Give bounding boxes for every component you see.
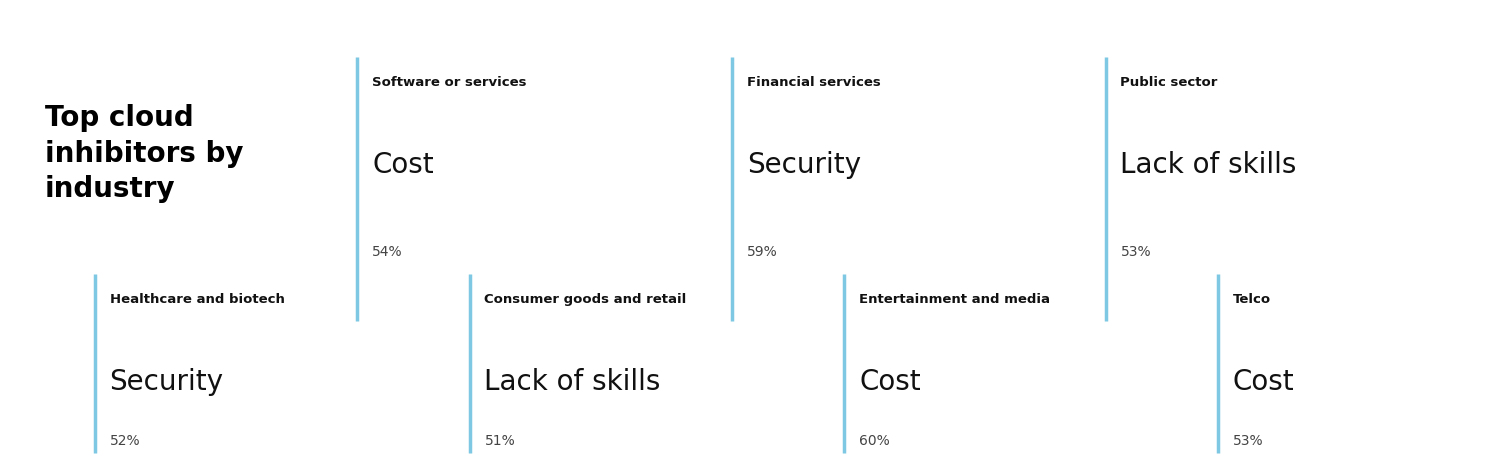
Text: Telco: Telco: [1233, 293, 1270, 306]
Text: 53%: 53%: [1120, 245, 1150, 260]
Text: Public sector: Public sector: [1120, 76, 1218, 89]
Text: Security: Security: [747, 151, 861, 179]
Text: 53%: 53%: [1233, 434, 1263, 448]
Text: 60%: 60%: [859, 434, 889, 448]
Text: Entertainment and media: Entertainment and media: [859, 293, 1050, 306]
Text: Healthcare and biotech: Healthcare and biotech: [110, 293, 285, 306]
Text: Lack of skills: Lack of skills: [484, 368, 662, 396]
Text: 59%: 59%: [747, 245, 777, 260]
Text: Consumer goods and retail: Consumer goods and retail: [484, 293, 687, 306]
Text: Security: Security: [110, 368, 224, 396]
Text: Software or services: Software or services: [372, 76, 526, 89]
Text: Cost: Cost: [859, 368, 921, 396]
Text: 51%: 51%: [484, 434, 516, 448]
Text: Top cloud
inhibitors by
industry: Top cloud inhibitors by industry: [45, 104, 243, 203]
Text: 54%: 54%: [372, 245, 402, 260]
Text: 52%: 52%: [110, 434, 140, 448]
Text: Cost: Cost: [372, 151, 434, 179]
Text: Financial services: Financial services: [747, 76, 880, 89]
Text: Lack of skills: Lack of skills: [1120, 151, 1298, 179]
Text: Cost: Cost: [1233, 368, 1294, 396]
